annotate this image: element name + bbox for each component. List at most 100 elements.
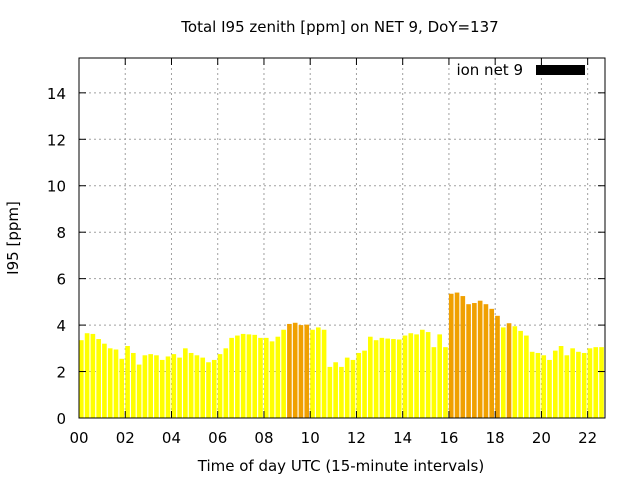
bar [194, 355, 200, 418]
bar [396, 339, 402, 418]
bar [287, 323, 292, 418]
bar [339, 366, 344, 418]
bar [373, 340, 379, 418]
x-tick-label: 02 [116, 429, 135, 447]
bar [275, 336, 281, 418]
bar [119, 358, 125, 418]
bar [269, 341, 275, 418]
y-tick-label: 2 [56, 364, 66, 382]
bar [96, 339, 101, 418]
bar [391, 339, 396, 418]
bar [188, 352, 194, 418]
legend: ion net 9 [456, 61, 585, 79]
bar [425, 332, 431, 418]
bar [344, 357, 350, 418]
bar [552, 350, 558, 418]
bar [90, 333, 96, 418]
y-tick-label: 12 [47, 131, 66, 149]
bar [558, 346, 564, 418]
bar [437, 334, 442, 418]
bar [356, 352, 362, 418]
legend-swatch [536, 65, 585, 75]
y-axis-label: I95 [ppm] [4, 201, 22, 275]
bar [500, 327, 506, 418]
bar [385, 338, 390, 418]
bar [599, 347, 604, 418]
bars [79, 292, 604, 418]
bar [298, 325, 304, 418]
bar [125, 346, 130, 418]
x-tick-label: 12 [347, 429, 366, 447]
bar [211, 359, 217, 418]
bar [310, 329, 315, 418]
bar [512, 326, 518, 418]
bar [350, 359, 356, 418]
y-tick-label: 6 [56, 271, 66, 289]
bar [466, 304, 471, 418]
bar [200, 357, 206, 418]
bar [472, 303, 477, 418]
bar [292, 322, 298, 418]
x-tick-label: 00 [69, 429, 88, 447]
bar [587, 348, 593, 418]
plot-frame [78, 57, 606, 419]
bar [362, 350, 367, 418]
bar [420, 329, 425, 418]
bar [368, 336, 373, 418]
bar [529, 351, 535, 418]
bar [304, 324, 310, 418]
bar [159, 359, 165, 418]
bar [460, 296, 466, 418]
x-tick-label: 10 [301, 429, 320, 447]
bar [431, 347, 437, 418]
y-tick-label: 4 [56, 317, 66, 335]
bar [171, 354, 177, 418]
bar [593, 347, 599, 418]
bar [321, 329, 327, 418]
bar [206, 362, 211, 418]
y-tick-label: 10 [47, 178, 66, 196]
bar [547, 359, 552, 418]
x-tick-label: 16 [439, 429, 458, 447]
bar [564, 355, 570, 418]
bar [217, 354, 223, 418]
y-tick-label: 8 [56, 224, 66, 242]
bar [448, 293, 454, 418]
bar [327, 366, 333, 418]
y-tick-label: 0 [56, 410, 66, 428]
bar [495, 315, 500, 418]
bar [136, 364, 142, 418]
bar [535, 352, 541, 418]
bar [518, 330, 523, 418]
bar [235, 335, 240, 418]
bar [229, 337, 234, 418]
bar [402, 335, 408, 418]
bar [581, 352, 587, 418]
bar [102, 343, 107, 418]
bar [315, 327, 321, 418]
bar [379, 337, 385, 418]
bar [333, 362, 338, 418]
bar [165, 356, 171, 418]
bar [576, 351, 581, 418]
y-tick-label: 14 [47, 85, 66, 103]
bar [84, 333, 90, 418]
bar [524, 335, 529, 418]
bar [131, 352, 136, 418]
bar [454, 292, 460, 418]
bar [223, 348, 229, 418]
bar [477, 300, 483, 418]
bar [443, 347, 448, 418]
x-tick-label: 20 [532, 429, 551, 447]
x-tick-label: 14 [393, 429, 412, 447]
bar [414, 334, 419, 418]
x-tick-label: 06 [208, 429, 227, 447]
bar [281, 329, 286, 418]
bar [258, 337, 263, 418]
bar [489, 308, 495, 418]
bar [570, 348, 575, 418]
bar [148, 354, 153, 418]
x-tick-label: 04 [162, 429, 181, 447]
